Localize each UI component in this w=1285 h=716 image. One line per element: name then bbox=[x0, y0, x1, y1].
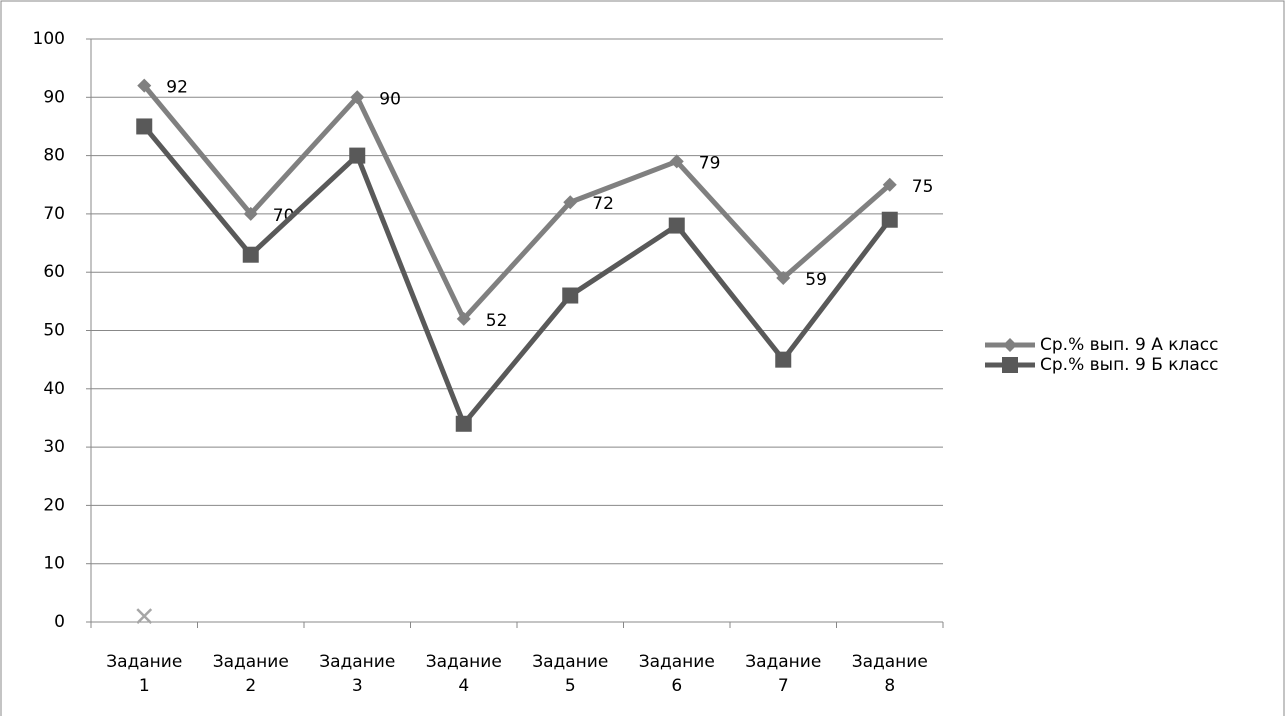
y-tick-label: 30 bbox=[43, 437, 65, 457]
y-tick-label: 10 bbox=[43, 554, 65, 574]
point bbox=[455, 415, 472, 432]
x-tick-label: Задание 5 bbox=[532, 652, 609, 696]
point bbox=[668, 217, 685, 234]
y-tick-label: 20 bbox=[43, 495, 65, 515]
point bbox=[563, 195, 578, 210]
y-tick-label: 40 bbox=[43, 379, 65, 399]
series-line bbox=[142, 124, 892, 427]
legend-marker bbox=[1003, 338, 1017, 352]
data-label: 92 bbox=[166, 78, 188, 98]
x-tick-label: Задание 2 bbox=[212, 652, 289, 696]
point bbox=[562, 287, 579, 304]
x-tick-label: Задание 6 bbox=[638, 652, 715, 696]
point bbox=[242, 246, 259, 263]
y-tick-label: 70 bbox=[43, 204, 65, 224]
y-tick-label: 60 bbox=[43, 262, 65, 282]
point bbox=[243, 206, 258, 221]
x-tick-label: Задание 8 bbox=[851, 652, 928, 696]
data-label: 90 bbox=[379, 89, 401, 109]
data-label: 52 bbox=[486, 311, 508, 331]
y-tick-label: 90 bbox=[43, 87, 65, 107]
point bbox=[669, 154, 684, 169]
point bbox=[775, 351, 792, 368]
x-tick-label: Задание 3 bbox=[319, 652, 396, 696]
data-label: 75 bbox=[912, 177, 934, 197]
point bbox=[137, 78, 152, 93]
point bbox=[882, 177, 897, 192]
point bbox=[136, 118, 153, 135]
y-tick-label: 100 bbox=[33, 29, 65, 49]
point bbox=[776, 271, 791, 286]
point bbox=[456, 311, 471, 326]
data-label: 59 bbox=[805, 270, 827, 290]
series-line bbox=[142, 84, 892, 322]
point bbox=[349, 147, 366, 164]
legend-label: Ср.% вып. 9 Б класс bbox=[1040, 355, 1219, 375]
x-tick-label: Задание 4 bbox=[425, 652, 502, 696]
y-tick-label: 50 bbox=[43, 321, 65, 341]
x-tick-label: Задание 7 bbox=[745, 652, 822, 696]
legend-marker bbox=[1002, 357, 1018, 373]
point bbox=[136, 608, 153, 625]
y-tick-label: 80 bbox=[43, 146, 65, 166]
point bbox=[350, 90, 365, 105]
x-tick-label: Задание 1 bbox=[106, 652, 183, 696]
data-label: 72 bbox=[592, 194, 614, 214]
data-label: 79 bbox=[699, 153, 721, 173]
point bbox=[881, 211, 898, 228]
legend-label: Ср.% вып. 9 А класс bbox=[1040, 335, 1218, 355]
y-tick-label: 0 bbox=[54, 612, 65, 632]
